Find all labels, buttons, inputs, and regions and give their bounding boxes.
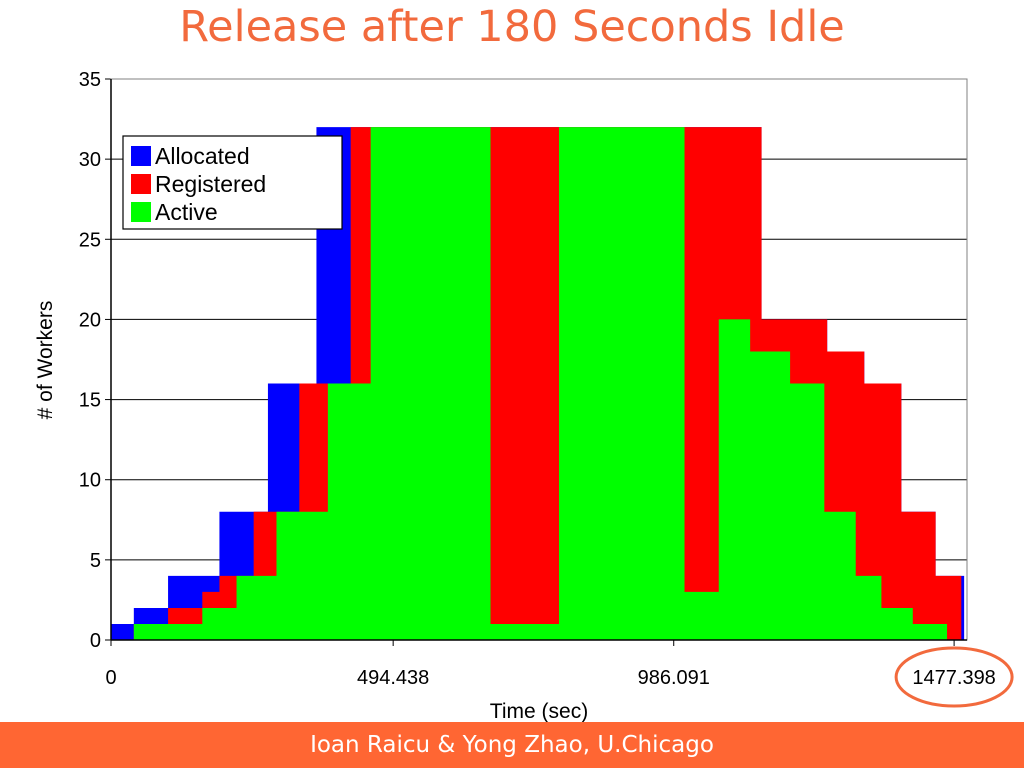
x-tick-label-2: 986.091	[638, 667, 710, 689]
plot-area	[111, 127, 965, 641]
legend-swatch-active	[131, 202, 151, 222]
y-tick-label-10: 10	[79, 470, 101, 492]
x-axis-label: Time (sec)	[490, 700, 588, 722]
legend-swatch-registered	[131, 174, 151, 194]
x-tick-label-3: 1477.398	[912, 667, 995, 689]
x-tick-label-0: 0	[105, 667, 116, 689]
y-tick-label-15: 15	[79, 390, 101, 412]
y-tick-label-30: 30	[79, 149, 101, 171]
highlight-circle	[894, 646, 1014, 708]
y-tick-label-20: 20	[79, 309, 101, 331]
series-area-active	[111, 127, 962, 641]
chart: 0 5 10 15 20 25 30 35 0 494.438 986.091 1477.398 Al…	[34, 69, 1014, 722]
legend-swatch-allocated	[131, 146, 151, 166]
y-tick-label-35: 35	[79, 69, 101, 91]
y-tick-label-0: 0	[90, 630, 101, 652]
footer-bar	[0, 722, 1024, 768]
y-tick-label-25: 25	[79, 229, 101, 251]
x-tick-label-1: 494.438	[357, 667, 429, 689]
axes: 0 5 10 15 20 25 30 35 0 494.438 986.091 1477.398	[79, 69, 1014, 708]
y-axis-label: # of Workers	[34, 301, 57, 420]
legend-label-allocated: Allocated	[155, 143, 250, 169]
legend-label-registered: Registered	[155, 171, 266, 197]
legend-label-active: Active	[155, 199, 218, 225]
y-tick-label-5: 5	[90, 550, 101, 572]
footer-credit: Ioan Raicu & Yong Zhao, U.Chicago	[310, 732, 714, 758]
slide-title: Release after 180 Seconds Idle	[179, 2, 845, 52]
legend-box	[122, 135, 343, 230]
